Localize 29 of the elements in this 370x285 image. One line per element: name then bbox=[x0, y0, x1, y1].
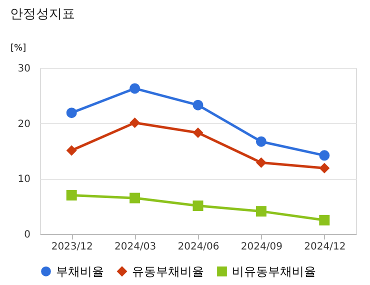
point bbox=[130, 118, 140, 128]
x-tick-label: 2024/12 bbox=[304, 242, 346, 252]
legend-label: 부채비율 bbox=[56, 264, 104, 278]
point bbox=[319, 214, 330, 226]
chart-title: 안정성지표 bbox=[10, 7, 75, 22]
point bbox=[256, 136, 266, 147]
point bbox=[66, 190, 77, 201]
point bbox=[256, 157, 266, 168]
point bbox=[130, 83, 140, 94]
point bbox=[192, 200, 204, 212]
point bbox=[192, 100, 204, 110]
point bbox=[319, 162, 330, 174]
x-tick-label: 2024/03 bbox=[114, 242, 156, 252]
point bbox=[66, 108, 77, 118]
y-tick-label: 10 bbox=[18, 174, 30, 186]
point bbox=[66, 145, 77, 156]
point bbox=[319, 150, 330, 161]
x-tick-label: 2024/06 bbox=[178, 242, 220, 252]
x-tick-label: 2024/09 bbox=[240, 242, 282, 252]
y-tick-label: 30 bbox=[18, 64, 30, 74]
y-axis-title: [%] bbox=[10, 44, 26, 54]
y-tick-label: 20 bbox=[18, 118, 30, 130]
x-tick-label: 2023/12 bbox=[51, 242, 93, 252]
point bbox=[256, 206, 266, 217]
point bbox=[192, 127, 204, 138]
y-tick-label: 0 bbox=[24, 230, 30, 240]
point bbox=[130, 192, 140, 204]
legend-label: 비유동부채비율 bbox=[232, 264, 316, 278]
legend-label: 유동부채비율 bbox=[132, 264, 204, 278]
